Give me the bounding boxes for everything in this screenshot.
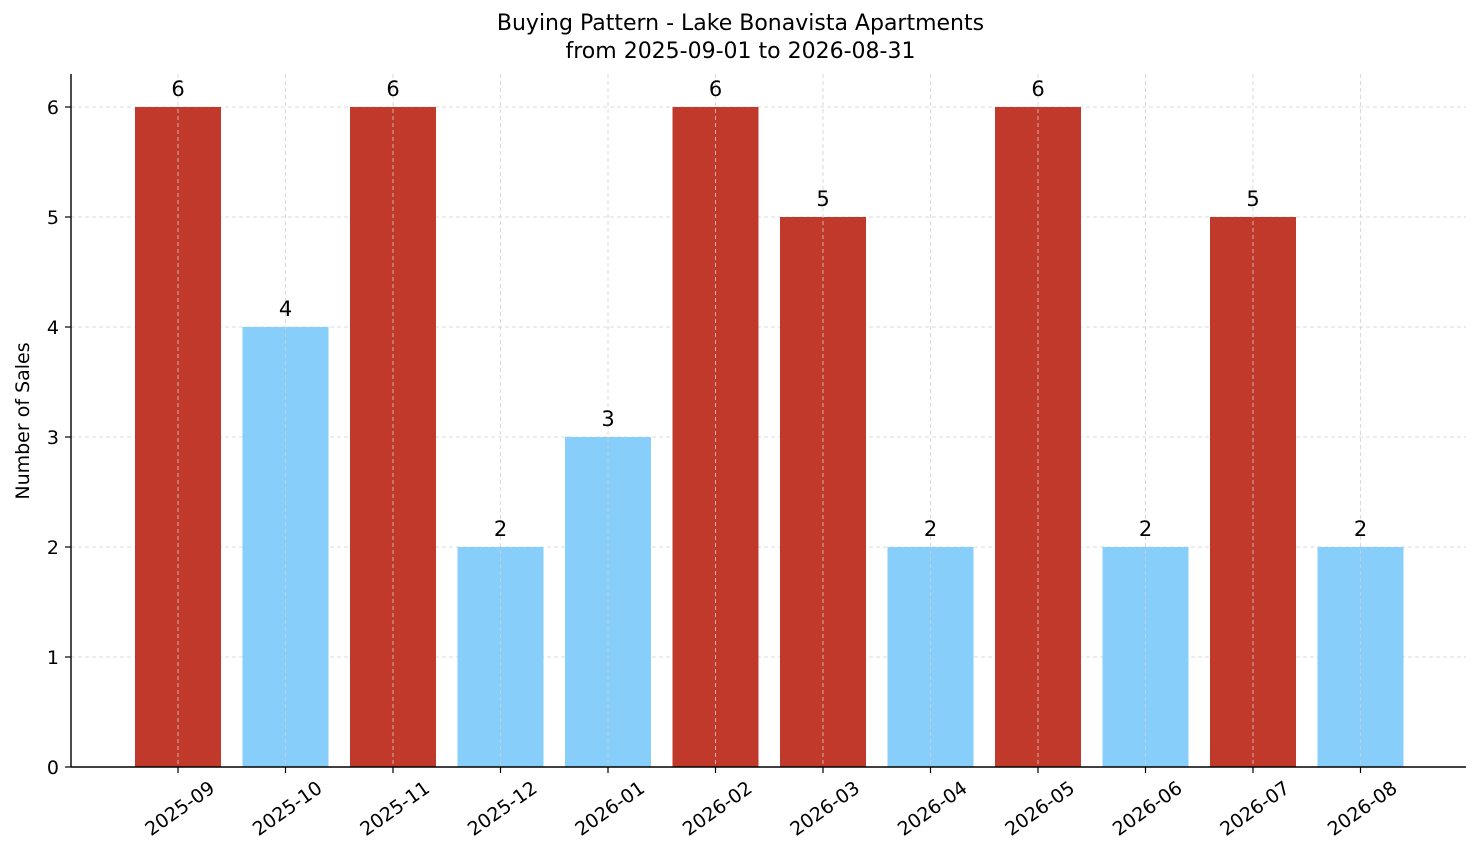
bar-2026-02 <box>672 107 759 767</box>
data-label-2026-08: 2 <box>1354 517 1367 541</box>
x-tick-label-2026-04: 2026-04 <box>894 777 972 841</box>
y-tick-label: 4 <box>47 317 59 339</box>
x-tick-label-2025-11: 2025-11 <box>356 777 434 841</box>
data-label-2026-03: 5 <box>816 187 829 211</box>
bar-2025-11 <box>350 107 436 767</box>
bar-2025-09 <box>135 107 221 767</box>
x-tick-label-2026-05: 2026-05 <box>1001 777 1079 841</box>
x-tick-label-2026-02: 2026-02 <box>679 777 757 841</box>
x-tick-label-2026-07: 2026-07 <box>1216 777 1294 841</box>
data-label-2026-06: 2 <box>1139 517 1152 541</box>
data-label-2025-11: 6 <box>386 77 399 101</box>
y-tick-label: 1 <box>47 647 59 669</box>
y-tick-label: 6 <box>47 97 59 119</box>
x-tick-label-2026-03: 2026-03 <box>786 777 864 841</box>
bars <box>135 107 1404 767</box>
data-label-2025-10: 4 <box>279 297 292 321</box>
data-labels: 6 4 6 2 3 6 5 2 6 2 5 2 <box>171 74 1367 767</box>
data-label-2026-05: 6 <box>1031 77 1044 101</box>
y-tick-label: 3 <box>47 427 59 449</box>
data-label-2026-01: 3 <box>601 407 614 431</box>
x-tick-label-2025-12: 2025-12 <box>464 777 542 841</box>
x-tick-label-2026-08: 2026-08 <box>1324 777 1402 841</box>
data-label-2025-09: 6 <box>171 77 184 101</box>
y-tick-label: 2 <box>47 537 59 559</box>
chart-title: Buying Pattern - Lake Bonavista Apartmen… <box>496 11 985 36</box>
x-tick-label-2026-01: 2026-01 <box>571 777 649 841</box>
y-tick-label: 0 <box>47 757 59 779</box>
bar-2026-05 <box>995 107 1081 767</box>
data-label-2026-02: 6 <box>709 77 722 101</box>
x-tick-label-2026-06: 2026-06 <box>1109 777 1187 841</box>
x-tick-label-2025-10: 2025-10 <box>249 777 327 841</box>
y-tick-label: 5 <box>47 207 59 229</box>
x-tick-label-2025-09: 2025-09 <box>141 777 219 841</box>
chart-subtitle: from 2025-09-01 to 2026-08-31 <box>565 39 916 64</box>
y-axis-label: Number of Sales <box>12 342 34 499</box>
data-label-2026-07: 5 <box>1246 187 1259 211</box>
data-label-2026-04: 2 <box>924 517 937 541</box>
data-label-2025-12: 2 <box>494 517 507 541</box>
chart-title-block: Buying Pattern - Lake Bonavista Apartmen… <box>0 10 1481 66</box>
